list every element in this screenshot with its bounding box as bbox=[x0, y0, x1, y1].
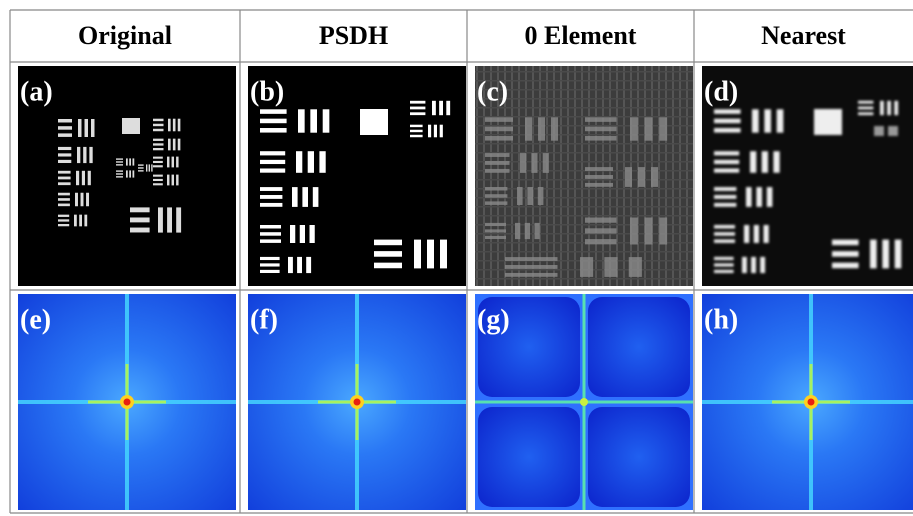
panel-label: (c) bbox=[477, 76, 508, 107]
column-header: Nearest bbox=[761, 21, 846, 50]
panel-label: (h) bbox=[704, 304, 738, 335]
column-header: 0 Element bbox=[525, 21, 637, 50]
panel-label: (a) bbox=[20, 76, 53, 107]
column-header: PSDH bbox=[319, 21, 388, 50]
column-header: Original bbox=[78, 21, 172, 50]
panel-label: (g) bbox=[477, 304, 510, 335]
panel-label: (f) bbox=[250, 304, 278, 335]
panel-label: (d) bbox=[704, 76, 738, 107]
panel-label: (b) bbox=[250, 76, 284, 107]
panel-label: (e) bbox=[20, 304, 51, 335]
panel-image bbox=[248, 294, 466, 510]
figure: Original PSDH 0 Element Nearest (a) (b) (c) (d)… bbox=[0, 0, 913, 516]
